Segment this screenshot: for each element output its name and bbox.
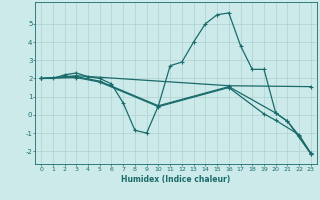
X-axis label: Humidex (Indice chaleur): Humidex (Indice chaleur): [121, 175, 231, 184]
